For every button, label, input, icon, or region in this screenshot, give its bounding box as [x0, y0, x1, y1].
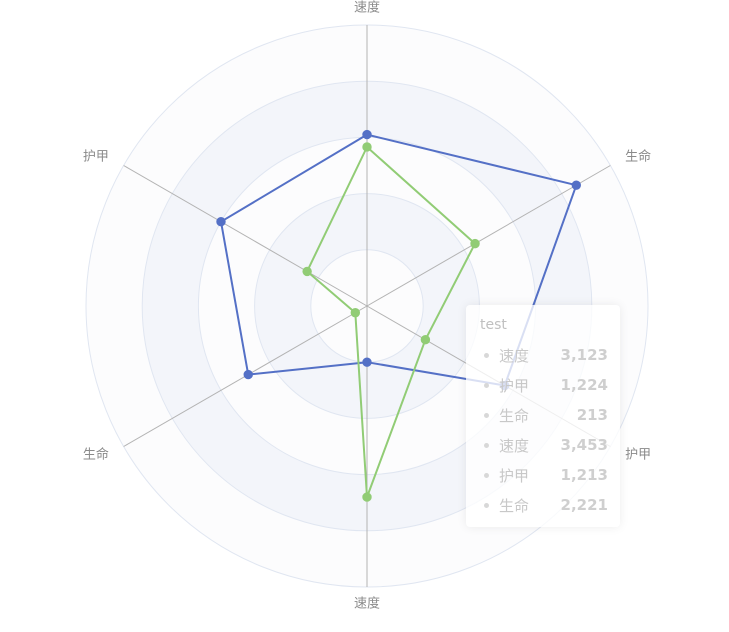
tooltip-marker — [484, 472, 489, 478]
tooltip-row: 护甲 1,224 — [478, 370, 608, 400]
radar-data-point — [470, 238, 480, 249]
tooltip-marker — [484, 442, 489, 448]
radar-data-point — [571, 180, 581, 190]
radar-axis-label: 生命 — [83, 447, 109, 463]
tooltip-label: 速度 — [499, 436, 530, 455]
radar-axis-label: 速度 — [354, 596, 380, 612]
radar-data-point — [216, 217, 226, 227]
radar-axis-label: 护甲 — [83, 150, 109, 165]
radar-axis-line — [366, 165, 611, 307]
radar-axis-label: 速度 — [354, 0, 380, 16]
radar-data-point — [350, 308, 361, 318]
tooltip-value: 1,213 — [560, 466, 608, 484]
tooltip-row: 护甲 1,213 — [478, 460, 608, 490]
radar-axis-label: 生命 — [625, 149, 651, 165]
tooltip-value: 3,453 — [560, 436, 608, 454]
tooltip-value: 213 — [576, 406, 608, 424]
tooltip-row: 速度 3,123 — [478, 340, 608, 370]
radar-data-point — [302, 266, 312, 277]
tooltip-marker — [484, 352, 489, 358]
tooltip-label: 生命 — [499, 406, 530, 425]
radar-data-point — [243, 369, 253, 380]
radar-axis-label: 护甲 — [625, 448, 651, 463]
tooltip-label: 生命 — [499, 496, 530, 515]
tooltip: test 速度 3,123 护甲 1,224 生命 213 速度 3,453 护… — [466, 305, 620, 527]
radar-data-point — [362, 129, 372, 140]
tooltip-marker — [484, 412, 489, 418]
radar-data-point — [420, 335, 431, 345]
radar-data-point — [362, 492, 372, 502]
tooltip-value: 3,123 — [560, 346, 608, 364]
radar-data-point — [362, 142, 372, 152]
tooltip-value: 1,224 — [560, 376, 608, 394]
tooltip-title: test — [480, 317, 507, 333]
tooltip-label: 护甲 — [499, 466, 530, 485]
radar-axis-line — [123, 165, 368, 307]
radar-data-point — [362, 357, 372, 367]
radar-series-layer — [216, 129, 581, 502]
tooltip-label: 速度 — [499, 346, 530, 365]
tooltip-marker — [484, 502, 489, 508]
tooltip-marker — [484, 382, 489, 388]
tooltip-row: 生命 213 — [478, 400, 608, 430]
tooltip-row: 速度 3,453 — [478, 430, 608, 460]
tooltip-label: 护甲 — [499, 376, 530, 395]
tooltip-row: 生命 2,221 — [478, 490, 608, 520]
tooltip-value: 2,221 — [560, 496, 608, 514]
